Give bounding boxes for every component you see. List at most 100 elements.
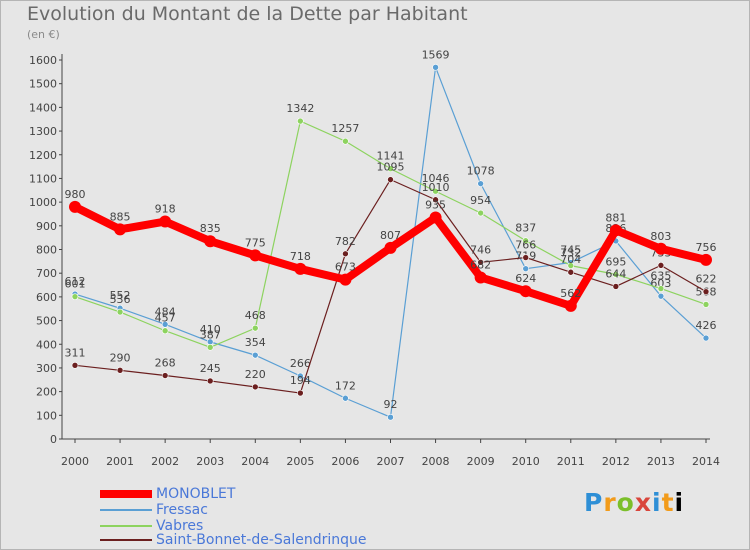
data-label-monoblet: 673: [335, 261, 356, 274]
data-label-fressac: 266: [290, 357, 311, 370]
data-point-fressac: [477, 180, 484, 187]
data-label-saint-bonnet-de-salendrinque: 245: [200, 362, 221, 375]
y-tick-label: 600: [36, 291, 57, 304]
data-label-monoblet: 624: [515, 272, 536, 285]
data-point-vabres: [342, 137, 349, 145]
y-tick-label: 1100: [29, 172, 57, 185]
y-tick-label: 1600: [29, 54, 57, 67]
data-point-saint-bonnet-de-salendrinque: [522, 254, 530, 261]
data-label-vabres: 1046: [422, 172, 450, 185]
data-point-fressac: [702, 334, 710, 342]
y-tick-label: 900: [36, 220, 57, 233]
data-point-monoblet: [204, 235, 217, 248]
legend-item-vabres: Vabres: [100, 518, 203, 534]
x-tick-label: 2009: [467, 455, 495, 468]
data-point-saint-bonnet-de-salendrinque: [206, 377, 214, 385]
proxiti-logo: Proxiti: [584, 488, 684, 517]
data-label-monoblet: 807: [380, 229, 401, 242]
data-label-fressac: 552: [110, 289, 131, 302]
data-label-monoblet: 935: [425, 199, 446, 212]
legend-swatch-monoblet: [100, 490, 152, 498]
y-tick-label: 100: [36, 409, 57, 422]
data-point-saint-bonnet-de-salendrinque: [297, 389, 304, 397]
y-tick-label: 1000: [29, 196, 57, 209]
data-point-saint-bonnet-de-salendrinque: [251, 383, 259, 391]
logo-letter: i: [674, 488, 685, 517]
data-point-saint-bonnet-de-salendrinque: [477, 258, 484, 266]
data-point-vabres: [116, 308, 124, 316]
legend-label-saint-bonnet: Saint-Bonnet-de-Salendrinque: [156, 532, 367, 548]
data-point-fressac: [342, 394, 349, 402]
data-label-fressac: 1569: [422, 48, 450, 61]
data-point-vabres: [477, 209, 484, 217]
legend-item-fressac: Fressac: [100, 502, 208, 518]
data-label-vabres: 387: [200, 328, 221, 341]
legend-label-vabres: Vabres: [156, 518, 204, 534]
data-point-monoblet: [654, 242, 667, 255]
data-point-vabres: [71, 293, 79, 300]
y-tick-label: 800: [36, 244, 57, 257]
data-point-monoblet: [519, 285, 532, 298]
data-point-monoblet: [69, 200, 81, 213]
data-point-monoblet: [159, 215, 172, 228]
data-point-saint-bonnet-de-salendrinque: [342, 250, 349, 258]
data-point-fressac: [297, 372, 304, 380]
data-point-vabres: [297, 117, 304, 125]
data-point-monoblet: [429, 211, 442, 224]
logo-letter: i: [652, 488, 662, 517]
data-point-vabres: [251, 324, 259, 332]
y-tick-label: 700: [36, 267, 57, 280]
logo-letter: P: [584, 488, 604, 517]
data-label-monoblet: 718: [290, 250, 311, 263]
data-label-vabres: 601: [65, 278, 86, 291]
data-label-monoblet: 980: [65, 188, 86, 201]
x-tick-label: 2013: [647, 455, 675, 468]
data-point-vabres: [206, 344, 214, 351]
y-tick-label: 200: [36, 386, 57, 399]
data-label-saint-bonnet-de-salendrinque: 311: [65, 346, 86, 359]
data-label-saint-bonnet-de-salendrinque: 782: [335, 235, 356, 248]
y-tick-label: 400: [36, 338, 57, 351]
data-label-fressac: 354: [245, 336, 266, 349]
data-point-saint-bonnet-de-salendrinque: [612, 283, 620, 290]
data-point-fressac: [251, 351, 259, 359]
data-label-monoblet: 756: [696, 241, 717, 254]
y-tick-label: 1200: [29, 149, 57, 162]
data-label-monoblet: 562: [560, 287, 581, 300]
logo-letter: t: [661, 488, 675, 517]
data-label-monoblet: 885: [110, 210, 131, 223]
logo-letter: o: [616, 488, 635, 517]
data-label-vabres: 457: [155, 312, 176, 325]
data-label-vabres: 954: [470, 194, 491, 207]
data-point-vabres: [612, 271, 620, 278]
data-label-saint-bonnet-de-salendrinque: 644: [605, 267, 626, 280]
data-label-vabres: 1257: [331, 122, 359, 135]
data-point-monoblet: [474, 271, 487, 284]
data-label-monoblet: 803: [650, 230, 671, 243]
legend-label-monoblet: MONOBLET: [156, 486, 236, 502]
data-point-fressac: [522, 265, 530, 272]
data-label-vabres: 695: [605, 255, 626, 268]
logo-letter: r: [603, 488, 617, 517]
logo-letter: x: [634, 488, 652, 517]
data-label-monoblet: 775: [245, 236, 266, 249]
data-label-saint-bonnet-de-salendrinque: 1095: [377, 161, 405, 174]
data-label-vabres: 837: [515, 222, 536, 235]
legend-item-saint-bonnet: Saint-Bonnet-de-Salendrinque: [100, 532, 367, 548]
data-label-fressac: 484: [155, 305, 176, 318]
chart-title: Evolution du Montant de la Dette par Hab…: [27, 3, 468, 25]
data-label-fressac: 172: [335, 379, 356, 392]
data-label-monoblet: 682: [470, 258, 491, 271]
data-label-vabres: 635: [650, 270, 671, 283]
x-tick-label: 2006: [331, 455, 359, 468]
data-label-vabres: 732: [560, 247, 581, 260]
chart-unit: (en €): [27, 28, 60, 41]
y-tick-label: 0: [50, 433, 57, 446]
data-label-saint-bonnet-de-salendrinque: 194: [290, 374, 311, 387]
x-tick-label: 2010: [512, 455, 540, 468]
y-tick-label: 300: [36, 362, 57, 375]
y-tick-label: 1400: [29, 101, 57, 114]
data-label-saint-bonnet-de-salendrinque: 766: [515, 239, 536, 252]
data-label-fressac: 426: [696, 319, 717, 332]
